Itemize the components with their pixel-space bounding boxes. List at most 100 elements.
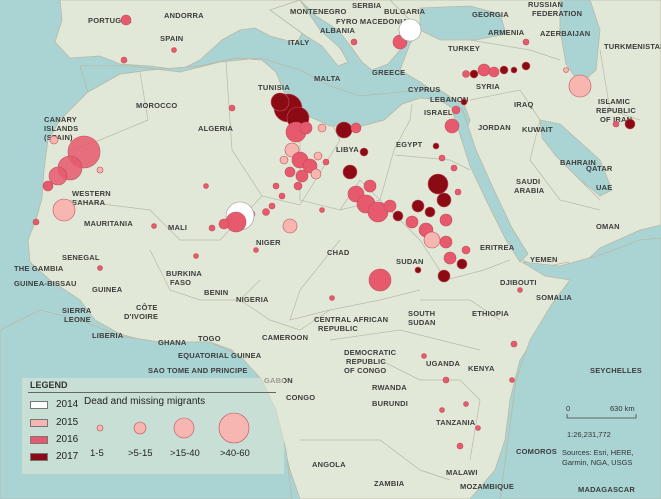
label-morocco: MOROCCO <box>136 101 177 110</box>
label-rwanda: RWANDA <box>372 383 407 392</box>
legend-size-circles <box>96 412 250 444</box>
incident-marker <box>32 218 40 226</box>
incident-marker <box>208 224 216 232</box>
incident-marker <box>282 218 298 234</box>
incident-marker <box>436 192 452 208</box>
incident-marker <box>499 65 509 75</box>
label-russian: RUSSIAN <box>528 0 563 9</box>
incident-marker <box>522 38 530 46</box>
label-divoire: D'IVOIRE <box>124 312 158 321</box>
size-circle-medium <box>133 421 147 435</box>
incident-marker <box>510 66 518 74</box>
label-djibouti: DJIBOUTI <box>500 278 537 287</box>
label-the-gambia: THE GAMBIA <box>14 264 64 273</box>
incident-marker <box>313 151 323 161</box>
incident-marker <box>460 98 468 106</box>
label-senegal: SENEGAL <box>62 253 100 262</box>
incident-marker <box>368 268 392 292</box>
incident-marker <box>438 154 446 162</box>
label-bahrain: BAHRAIN <box>560 158 596 167</box>
swatch-2016 <box>30 435 48 444</box>
label-ethiopia: ETHIOPIA <box>472 309 509 318</box>
label-south-sudan: SUDAN <box>408 318 436 327</box>
incident-marker <box>383 199 397 213</box>
label-mozambique: MOZAMBIQUE <box>460 482 514 491</box>
scale-zero: 0 <box>566 404 571 413</box>
label-qatar: QATAR <box>586 164 613 173</box>
incident-marker <box>405 215 419 229</box>
incident-marker <box>510 340 518 348</box>
label-montenegro: MONTENEGRO <box>290 7 347 16</box>
incident-marker <box>295 169 309 183</box>
incident-marker <box>262 208 270 216</box>
incident-marker <box>568 74 592 98</box>
incident-marker <box>563 67 569 73</box>
label-armenia: ARMENIA <box>488 28 525 37</box>
label-sierra: SIERRA <box>62 306 92 315</box>
label-canary-1: CANARY <box>44 115 77 124</box>
incidents <box>32 14 636 450</box>
incident-marker <box>350 38 358 46</box>
incident-marker <box>461 245 471 255</box>
label-egypt: EGYPT <box>396 140 423 149</box>
size-circle-xlarge <box>218 412 250 444</box>
incident-marker <box>398 18 422 42</box>
incident-marker <box>120 56 128 64</box>
swatch-2015 <box>30 418 48 427</box>
scale-bar <box>566 414 637 419</box>
label-sudan: SUDAN <box>396 257 424 266</box>
legend-year-2015: 2015 <box>30 417 78 428</box>
label-malawi: MALAWI <box>446 468 478 477</box>
incident-marker <box>612 120 620 128</box>
label-sahara: SAHARA <box>72 198 106 207</box>
size-circle-small <box>96 424 104 432</box>
label-georgia: GEORGIA <box>472 10 509 19</box>
label-federation: FEDERATION <box>532 9 582 18</box>
legend-year-2016: 2016 <box>30 434 78 445</box>
incident-marker <box>278 192 286 200</box>
incident-marker <box>228 104 236 112</box>
legend-title: LEGEND <box>30 380 68 390</box>
scale-ratio: 1:26,231,772 <box>567 430 611 439</box>
incident-marker <box>456 258 468 270</box>
incident-marker <box>193 253 199 259</box>
year-label: 2017 <box>56 451 79 462</box>
incident-marker <box>270 92 290 112</box>
label-serbia: SERBIA <box>352 1 382 10</box>
incident-marker <box>97 265 103 271</box>
incident-marker <box>443 251 457 265</box>
label-oman: OMAN <box>596 222 620 231</box>
incident-marker <box>392 210 404 222</box>
label-tunisia: TUNISIA <box>258 83 290 92</box>
label-drc-2: REPUBLIC <box>346 357 386 366</box>
label-spain: SPAIN <box>160 34 183 43</box>
incident-marker <box>171 47 177 53</box>
label-canary-2: ISLANDS <box>44 124 78 133</box>
label-kuwait: KUWAIT <box>522 125 553 134</box>
incident-marker <box>42 180 54 192</box>
incident-marker <box>350 122 362 134</box>
incident-marker <box>120 14 132 26</box>
label-saudi: SAUDI <box>516 177 540 186</box>
label-tanzania: TANZANIA <box>436 418 476 427</box>
size-label: 1-5 <box>90 448 104 459</box>
size-label: >15-40 <box>170 448 200 459</box>
label-iraq: IRAQ <box>514 100 534 109</box>
incident-marker <box>279 155 289 165</box>
label-israel: ISRAEL <box>424 108 453 117</box>
incident-marker <box>469 69 479 79</box>
label-guinea: GUINEA <box>92 285 123 294</box>
label-syria: SYRIA <box>476 82 500 91</box>
size-circle-large <box>173 417 195 439</box>
incident-marker <box>411 199 425 213</box>
incident-marker <box>462 70 470 78</box>
incident-marker <box>359 147 369 157</box>
label-chad: CHAD <box>327 248 350 257</box>
incident-marker <box>424 206 436 218</box>
label-italy: ITALY <box>288 38 309 47</box>
incident-marker <box>427 173 449 195</box>
label-yemen: YEMEN <box>530 255 558 264</box>
incident-marker <box>151 223 157 229</box>
label-malta: MALTA <box>314 74 341 83</box>
legend-year-2014: 2014 <box>30 399 78 410</box>
